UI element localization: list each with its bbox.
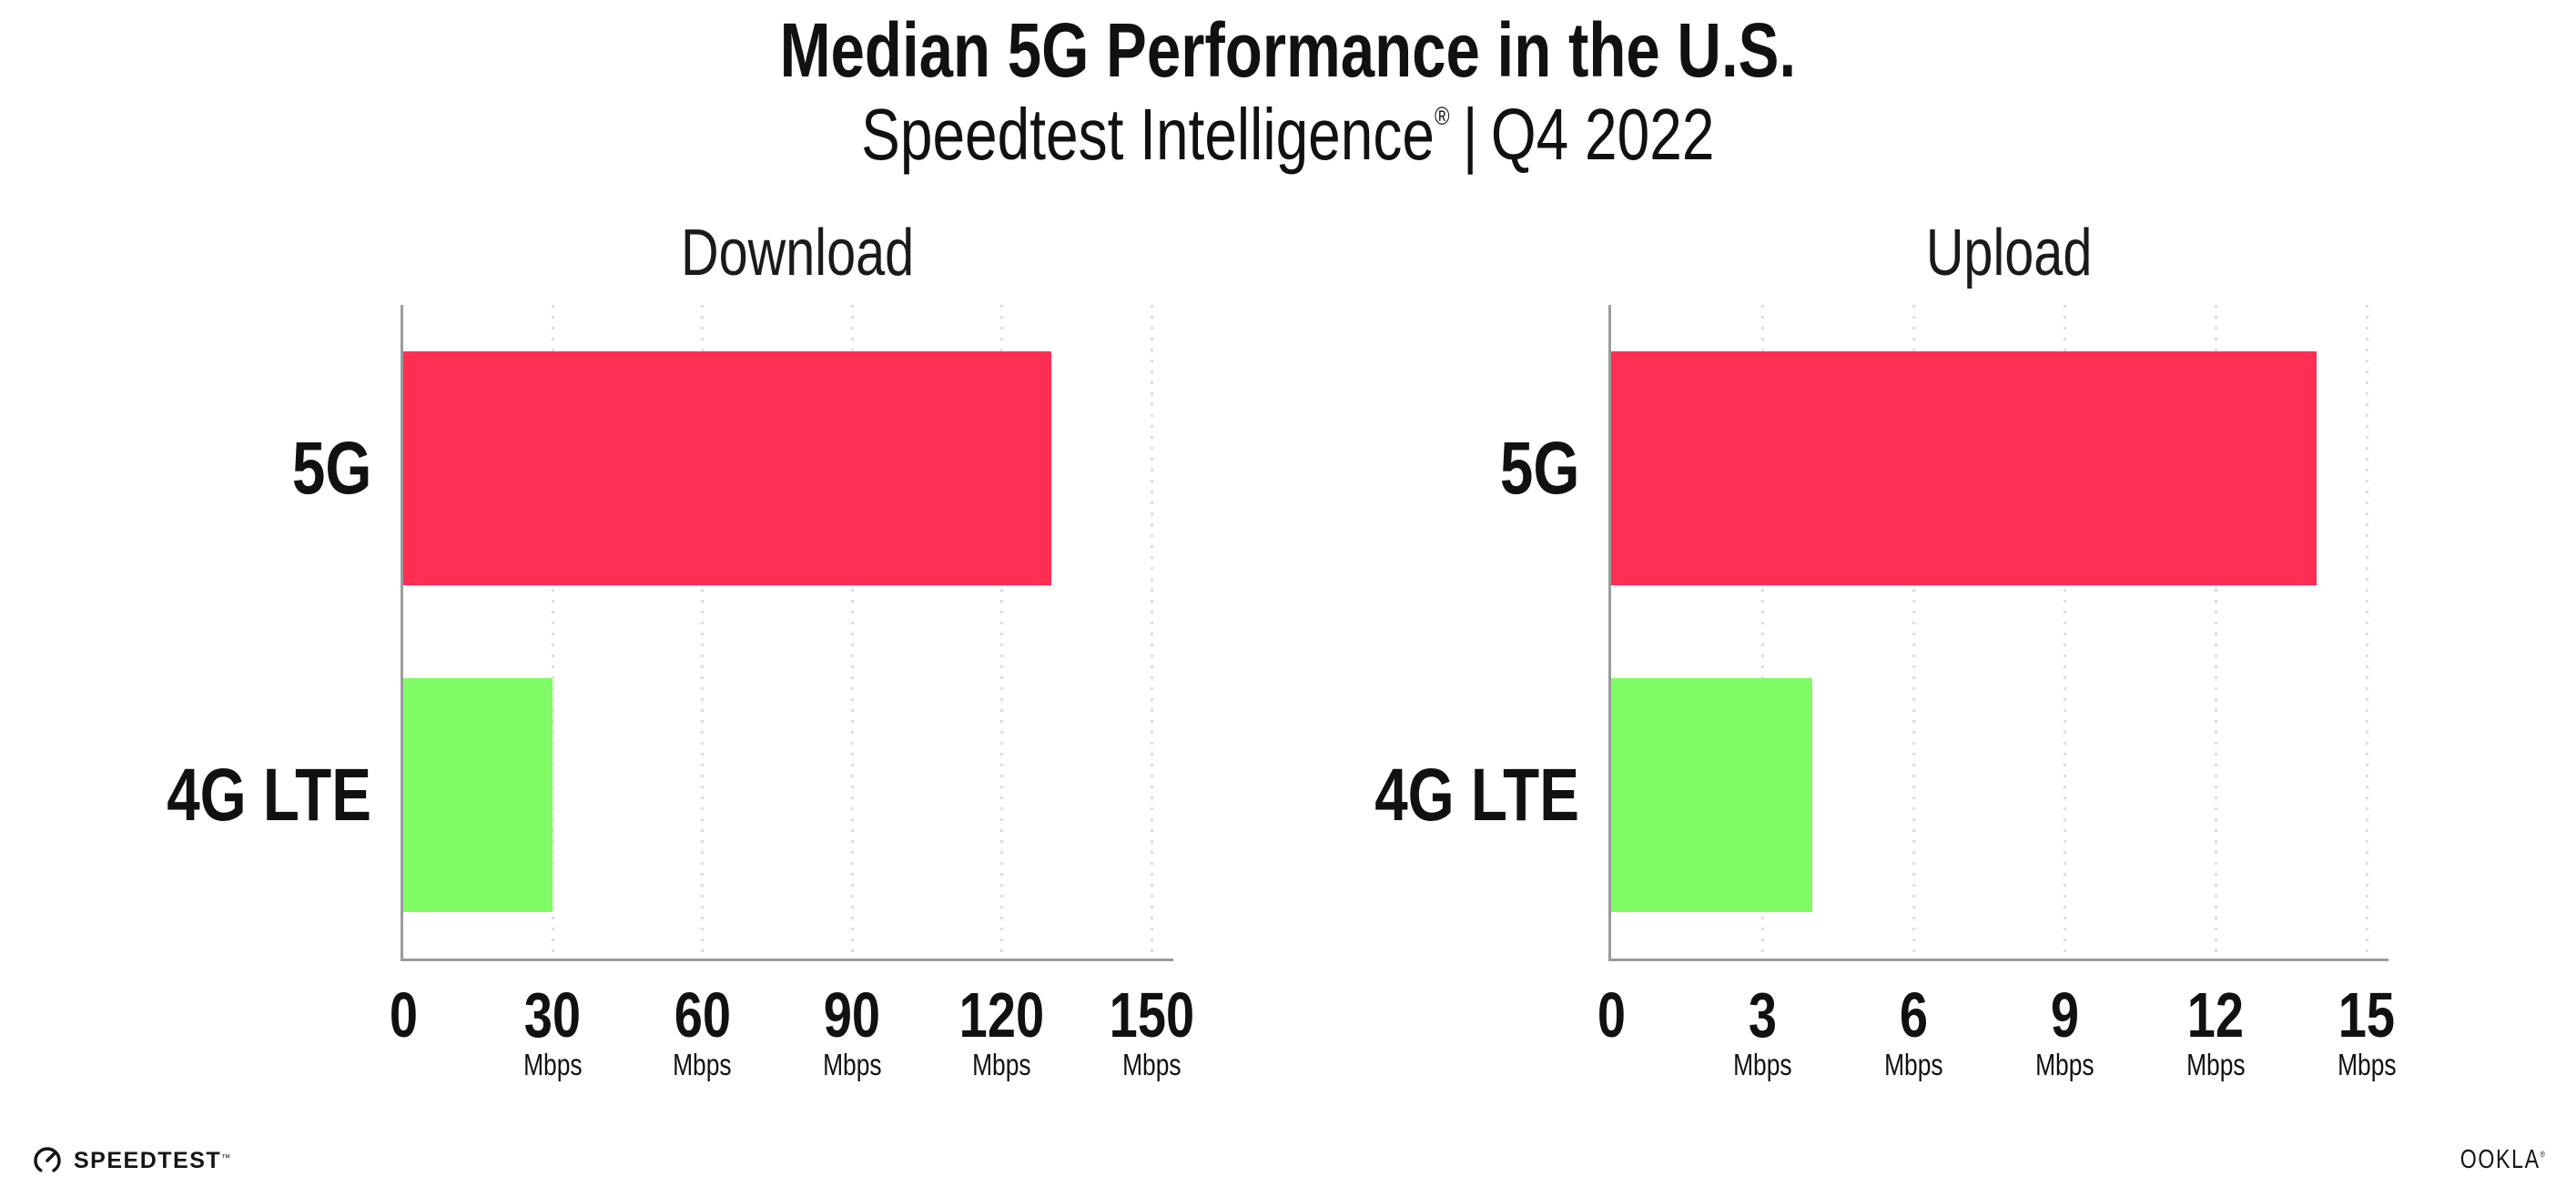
gridline-download-90 [850, 305, 854, 959]
tick-value: 60 [674, 979, 731, 1050]
tick-unit-text: Mbps [1121, 1048, 1182, 1081]
tick-value: 120 [958, 979, 1045, 1050]
tick-label-download-0: 0 [303, 981, 503, 1049]
tick-label-download-30: 30 [452, 981, 653, 1049]
gridline-upload-3 [1760, 305, 1764, 959]
tick-unit-text: Mbps [2186, 1048, 2246, 1081]
chart-title-text: Download [680, 217, 915, 289]
speedtest-wordmark: SPEEDTEST™ [74, 1147, 232, 1173]
x-axis-upload [1608, 959, 2388, 961]
tick-unit-text: Mbps [1732, 1048, 1792, 1081]
trademark-symbol: ™ [221, 1152, 232, 1163]
tick-unit-text: Mbps [523, 1048, 583, 1081]
speedtest-gauge-icon [34, 1147, 61, 1174]
tick-unit-upload-15: Mbps [2267, 1047, 2467, 1083]
y-axis-upload [1608, 305, 1611, 961]
tick-unit-download-30: Mbps [452, 1047, 653, 1083]
page-subtitle: Speedtest Intelligence® | Q4 2022 [0, 93, 2576, 193]
tick-unit-text: Mbps [2034, 1048, 2094, 1081]
tick-unit-text: Mbps [673, 1048, 733, 1081]
category-label-download-5g: 5G [7, 426, 371, 510]
bar-upload-4g-lte [1611, 678, 1813, 912]
chart-title-text: Upload [1925, 217, 2093, 289]
tick-unit-text: Mbps [1883, 1048, 1943, 1081]
subtitle-brand: Speedtest Intelligence [861, 94, 1435, 175]
tick-label-download-60: 60 [603, 981, 803, 1049]
tick-unit-text: Mbps [822, 1048, 882, 1081]
tick-label-download-150: 150 [1051, 981, 1252, 1049]
tick-value: 6 [1899, 979, 1928, 1050]
tick-value: 30 [524, 979, 582, 1050]
bar-download-4g-lte [403, 678, 553, 912]
tick-unit-upload-12: Mbps [2115, 1047, 2316, 1083]
tick-label-upload-15: 15 [2267, 981, 2467, 1049]
tick-label-upload-9: 9 [1964, 981, 2165, 1049]
x-axis-download [401, 959, 1173, 961]
tick-value: 0 [1597, 979, 1626, 1050]
category-label-upload-5g: 5G [1215, 426, 1579, 510]
gridline-download-150 [1150, 305, 1153, 959]
tick-unit-upload-6: Mbps [1813, 1047, 2013, 1083]
speedtest-logo: SPEEDTEST™ [32, 1143, 232, 1178]
tick-value: 12 [2186, 979, 2245, 1050]
tick-label-upload-6: 6 [1813, 981, 2013, 1049]
gridline-upload-15 [2365, 305, 2368, 959]
tick-label-download-90: 90 [752, 981, 952, 1049]
tick-label-download-120: 120 [902, 981, 1102, 1049]
bar-download-5g [403, 351, 1052, 585]
subtitle-separator: | [1463, 94, 1478, 175]
ookla-wordmark: OOKLA [2460, 1145, 2541, 1174]
ookla-registered-mark: ® [2541, 1150, 2547, 1159]
tick-unit-text: Mbps [2337, 1048, 2397, 1081]
category-label-upload-4g-lte: 4G LTE [1215, 753, 1579, 837]
tick-unit-download-120: Mbps [902, 1047, 1102, 1083]
tick-unit-upload-9: Mbps [1964, 1047, 2165, 1083]
gridline-upload-9 [2063, 305, 2066, 959]
tick-value: 9 [2050, 979, 2079, 1050]
tick-value: 3 [1748, 979, 1777, 1050]
subtitle-period: Q4 2022 [1491, 94, 1715, 175]
tick-value: 0 [389, 979, 418, 1050]
gridline-upload-12 [2214, 305, 2217, 959]
category-label-text: 4G LTE [1374, 753, 1579, 837]
tick-unit-download-150: Mbps [1051, 1047, 1252, 1083]
category-label-download-4g-lte: 4G LTE [7, 753, 371, 837]
gridline-download-60 [701, 305, 705, 959]
category-label-text: 5G [291, 426, 371, 510]
bar-upload-5g [1611, 351, 2317, 585]
tick-unit-upload-3: Mbps [1662, 1047, 1862, 1083]
tick-label-upload-0: 0 [1511, 981, 1711, 1049]
tick-unit-download-90: Mbps [752, 1047, 952, 1083]
registered-trademark-icon: ® [1435, 102, 1450, 130]
gridline-download-120 [1000, 305, 1004, 959]
tick-value: 150 [1109, 979, 1194, 1050]
tick-label-upload-3: 3 [1662, 981, 1862, 1049]
chart-title-download: Download [403, 218, 1192, 288]
page-title-text: Median 5G Performance in the U.S. [779, 7, 1797, 93]
page-title: Median 5G Performance in the U.S. [0, 9, 2576, 91]
tick-value: 90 [824, 979, 881, 1050]
tick-unit-text: Mbps [972, 1048, 1031, 1081]
category-label-text: 4G LTE [167, 753, 371, 837]
chart-title-upload: Upload [1611, 218, 2407, 288]
gridline-upload-6 [1912, 305, 1915, 959]
tick-unit-download-60: Mbps [603, 1047, 803, 1083]
y-axis-download [401, 305, 403, 961]
category-label-text: 5G [1499, 426, 1579, 510]
ookla-logo: OOKLA® [2439, 1145, 2547, 1175]
gridline-download-30 [551, 305, 554, 959]
tick-value: 15 [2338, 979, 2396, 1050]
tick-label-upload-12: 12 [2115, 981, 2316, 1049]
